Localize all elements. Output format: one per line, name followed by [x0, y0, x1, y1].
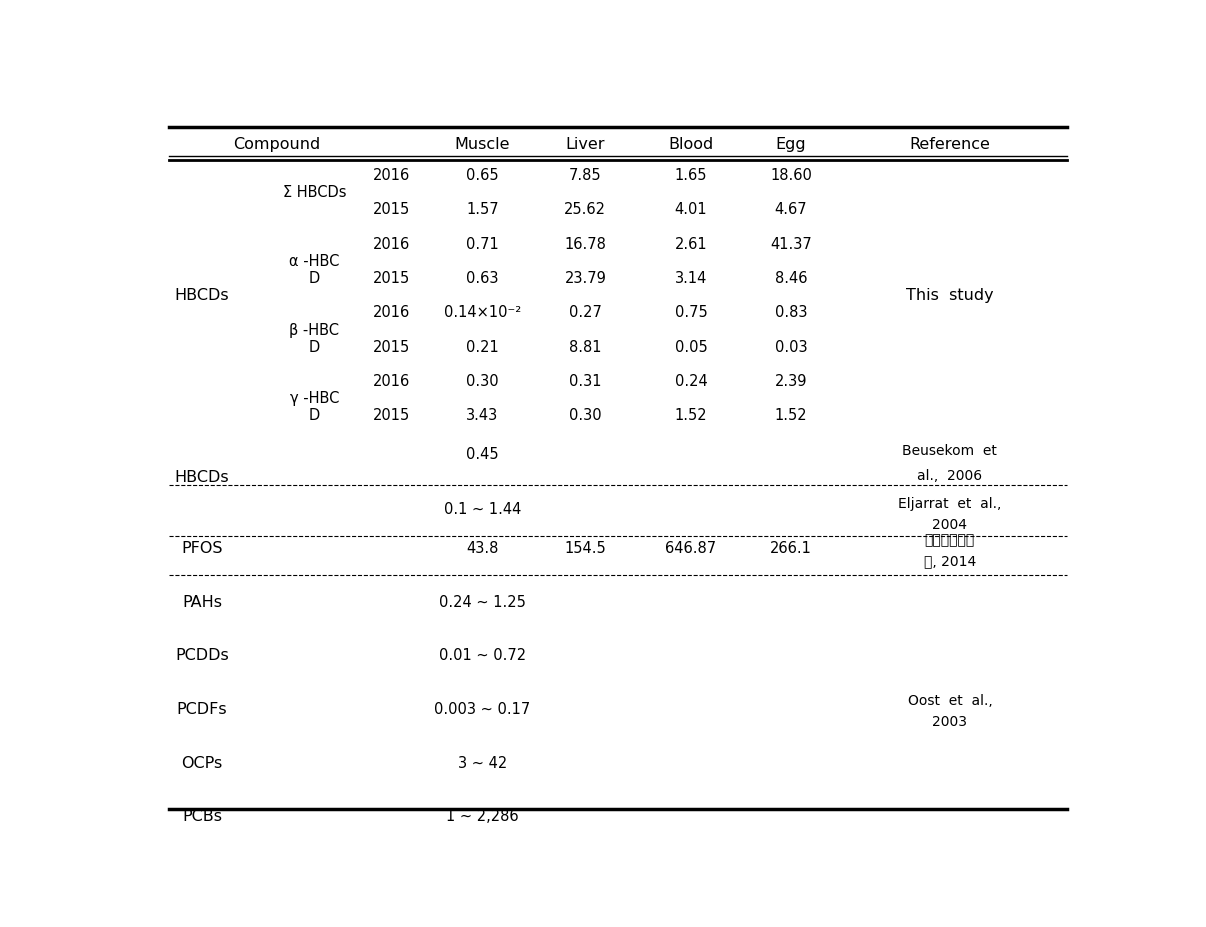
Text: 1 ~ 2,286: 1 ~ 2,286 — [446, 808, 519, 823]
Text: 8.46: 8.46 — [774, 271, 807, 286]
Text: D: D — [309, 408, 320, 423]
Text: 0.63: 0.63 — [467, 271, 499, 286]
Text: 0.1 ~ 1.44: 0.1 ~ 1.44 — [444, 502, 521, 516]
Text: 0.30: 0.30 — [569, 408, 602, 423]
Text: 0.30: 0.30 — [467, 374, 499, 388]
Text: 0.83: 0.83 — [774, 305, 807, 320]
Text: Eljarrat  et  al.,: Eljarrat et al., — [898, 496, 1001, 510]
Text: HBCDs: HBCDs — [175, 288, 229, 303]
Text: 0.05: 0.05 — [674, 339, 708, 354]
Text: D: D — [309, 271, 320, 286]
Text: 1.52: 1.52 — [674, 408, 707, 423]
Text: 2015: 2015 — [374, 202, 410, 217]
Text: 0.24: 0.24 — [674, 374, 708, 388]
Text: Blood: Blood — [668, 137, 714, 152]
Text: 154.5: 154.5 — [564, 540, 607, 555]
Text: 2016: 2016 — [374, 374, 410, 388]
Text: 2003: 2003 — [932, 715, 967, 729]
Text: 0.03: 0.03 — [774, 339, 807, 354]
Text: PCBs: PCBs — [182, 808, 222, 823]
Text: 3 ~ 42: 3 ~ 42 — [458, 755, 508, 769]
Text: 2016: 2016 — [374, 236, 410, 251]
Text: 8.81: 8.81 — [569, 339, 602, 354]
Text: Liver: Liver — [566, 137, 605, 152]
Text: β -HBC: β -HBC — [289, 323, 339, 337]
Text: PCDFs: PCDFs — [177, 701, 228, 717]
Text: Oost  et  al.,: Oost et al., — [907, 693, 993, 707]
Text: 18.60: 18.60 — [771, 168, 812, 183]
Text: PAHs: PAHs — [182, 594, 222, 609]
Text: Compound: Compound — [233, 137, 321, 152]
Text: 7.85: 7.85 — [569, 168, 602, 183]
Text: 23.79: 23.79 — [564, 271, 607, 286]
Text: 0.45: 0.45 — [467, 447, 499, 462]
Text: al.,  2006: al., 2006 — [918, 468, 983, 482]
Text: 2015: 2015 — [374, 339, 410, 354]
Text: 0.21: 0.21 — [467, 339, 499, 354]
Text: 0.24 ~ 1.25: 0.24 ~ 1.25 — [439, 594, 526, 609]
Text: 국립환경과학: 국립환경과학 — [925, 532, 974, 547]
Text: 1.52: 1.52 — [774, 408, 807, 423]
Text: 0.01 ~ 0.72: 0.01 ~ 0.72 — [439, 648, 526, 663]
Text: Σ HBCDs: Σ HBCDs — [282, 185, 346, 200]
Text: 2016: 2016 — [374, 168, 410, 183]
Text: Reference: Reference — [909, 137, 990, 152]
Text: 646.87: 646.87 — [666, 540, 716, 555]
Text: 2004: 2004 — [932, 517, 967, 531]
Text: PCDDs: PCDDs — [175, 648, 229, 663]
Text: γ -HBC: γ -HBC — [289, 390, 339, 406]
Text: 25.62: 25.62 — [564, 202, 607, 217]
Text: 3.43: 3.43 — [467, 408, 498, 423]
Text: Beusekom  et: Beusekom et — [902, 443, 997, 457]
Text: 원, 2014: 원, 2014 — [924, 554, 976, 568]
Text: 4.01: 4.01 — [674, 202, 707, 217]
Text: 2015: 2015 — [374, 408, 410, 423]
Text: 2.39: 2.39 — [774, 374, 807, 388]
Text: 43.8: 43.8 — [467, 540, 499, 555]
Text: 3.14: 3.14 — [675, 271, 707, 286]
Text: 0.71: 0.71 — [467, 236, 499, 251]
Text: 2.61: 2.61 — [674, 236, 707, 251]
Text: 0.14×10⁻²: 0.14×10⁻² — [444, 305, 521, 320]
Text: 0.27: 0.27 — [569, 305, 602, 320]
Text: D: D — [309, 339, 320, 354]
Text: 0.31: 0.31 — [569, 374, 602, 388]
Text: 41.37: 41.37 — [771, 236, 812, 251]
Text: Muscle: Muscle — [455, 137, 510, 152]
Text: 0.003 ~ 0.17: 0.003 ~ 0.17 — [434, 701, 531, 717]
Text: 266.1: 266.1 — [771, 540, 812, 555]
Text: 16.78: 16.78 — [564, 236, 607, 251]
Text: PFOS: PFOS — [181, 540, 223, 555]
Text: HBCDs: HBCDs — [175, 469, 229, 484]
Text: 0.75: 0.75 — [674, 305, 708, 320]
Text: 2015: 2015 — [374, 271, 410, 286]
Text: 1.65: 1.65 — [674, 168, 707, 183]
Text: α -HBC: α -HBC — [289, 254, 340, 269]
Text: 0.65: 0.65 — [467, 168, 499, 183]
Text: 2016: 2016 — [374, 305, 410, 320]
Text: This  study: This study — [906, 288, 994, 303]
Text: OCPs: OCPs — [182, 755, 223, 769]
Text: 4.67: 4.67 — [774, 202, 807, 217]
Text: Egg: Egg — [775, 137, 807, 152]
Text: 1.57: 1.57 — [467, 202, 499, 217]
